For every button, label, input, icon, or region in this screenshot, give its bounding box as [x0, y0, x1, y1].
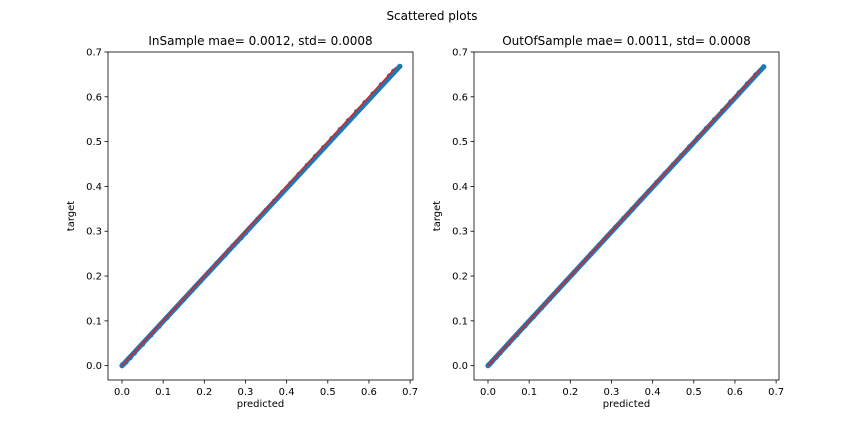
- y-tick-label: 0.0: [452, 361, 468, 372]
- y-tick-label: 0.6: [452, 92, 468, 103]
- y-tick-label: 0.1: [452, 316, 468, 327]
- x-tick-label: 0.7: [402, 387, 418, 398]
- x-tick-label: 0.2: [196, 387, 212, 398]
- identity-line: [121, 67, 397, 367]
- x-tick-label: 0.3: [238, 387, 254, 398]
- x-tick-label: 0.4: [279, 387, 295, 398]
- y-axis-label: target: [432, 201, 443, 231]
- x-tick-label: 0.4: [645, 387, 661, 398]
- axes-1: InSample mae= 0.0012, std= 0.0008 0.0 0.1 0…: [66, 34, 418, 410]
- y-tick-label: 0.3: [86, 227, 102, 238]
- x-tick-label: 0.2: [562, 387, 578, 398]
- x-tick-label: 0.0: [480, 387, 496, 398]
- x-tick-label: 0.3: [604, 387, 620, 398]
- chart-title: InSample mae= 0.0012, std= 0.0008: [148, 34, 372, 48]
- chart-title: OutOfSample mae= 0.0011, std= 0.0008: [502, 34, 751, 48]
- x-tick-label: 0.7: [768, 387, 784, 398]
- y-tick-label: 0.7: [452, 48, 468, 59]
- y-tick-label: 0.5: [452, 137, 468, 148]
- axes-2: OutOfSample mae= 0.0011, std= 0.0008 0.0 0…: [432, 34, 784, 410]
- x-tick-label: 0.0: [114, 387, 130, 398]
- y-tick-label: 0.6: [86, 92, 102, 103]
- x-axis-label: predicted: [237, 399, 284, 410]
- x-tick-label: 0.6: [727, 387, 743, 398]
- y-tick-label: 0.4: [452, 182, 468, 193]
- figure-suptitle: Scattered plots: [386, 9, 477, 23]
- x-tick-label: 0.5: [686, 387, 702, 398]
- x-axis-label: predicted: [603, 399, 650, 410]
- x-tick-label: 0.5: [320, 387, 336, 398]
- axes-frame: [107, 51, 414, 381]
- y-tick-label: 0.4: [86, 182, 102, 193]
- y-tick-label: 0.2: [86, 272, 102, 283]
- axes-frame: [473, 51, 780, 381]
- y-axis-label: target: [66, 201, 77, 231]
- y-tick-label: 0.0: [86, 361, 102, 372]
- y-tick-label: 0.3: [452, 227, 468, 238]
- y-tick-label: 0.7: [86, 48, 102, 59]
- y-tick-label: 0.2: [452, 272, 468, 283]
- x-tick-label: 0.1: [521, 387, 537, 398]
- x-tick-label: 0.6: [361, 387, 377, 398]
- x-tick-label: 0.1: [155, 387, 171, 398]
- y-tick-label: 0.1: [86, 316, 102, 327]
- y-tick-label: 0.5: [86, 137, 102, 148]
- identity-line: [487, 69, 761, 367]
